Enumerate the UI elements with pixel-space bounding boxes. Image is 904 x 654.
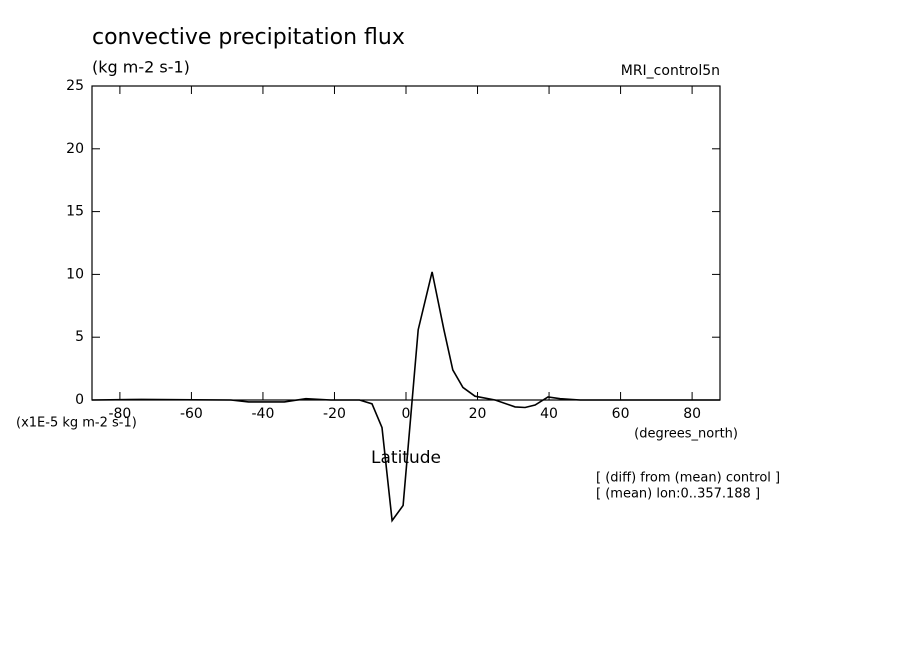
y-tick-label: 15: [66, 204, 84, 220]
dataset-label: MRI_control5n: [621, 63, 720, 79]
y-tick-label: 5: [75, 329, 84, 345]
data-line: [91, 271, 720, 523]
y-tick-label: 25: [66, 78, 84, 94]
x-tick-label: 20: [469, 406, 487, 422]
y-tick-label: 10: [66, 266, 84, 282]
x-tick-label: 60: [612, 406, 630, 422]
y-axis-units: (x1E-5 kg m-2 s-1): [16, 416, 137, 431]
x-tick-label: 40: [540, 406, 558, 422]
x-axis-label: Latitude: [371, 448, 441, 468]
annotation: [ (diff) from (mean) control ]: [596, 471, 780, 486]
y-tick-label: 0: [75, 392, 84, 408]
annotation: [ (mean) lon:0..357.188 ]: [596, 487, 760, 502]
chart-subtitle: (kg m-2 s-1): [92, 58, 190, 77]
y-tick-label: 20: [66, 141, 84, 157]
x-tick-label: 80: [683, 406, 701, 422]
x-tick-label: -60: [180, 406, 203, 422]
x-tick-label: 0: [402, 406, 411, 422]
x-axis-units: (degrees_north): [634, 427, 738, 442]
x-tick-label: -80: [108, 406, 131, 422]
chart-title: convective precipitation flux: [92, 25, 405, 50]
x-tick-label: -40: [252, 406, 275, 422]
x-tick-label: -20: [323, 406, 346, 422]
